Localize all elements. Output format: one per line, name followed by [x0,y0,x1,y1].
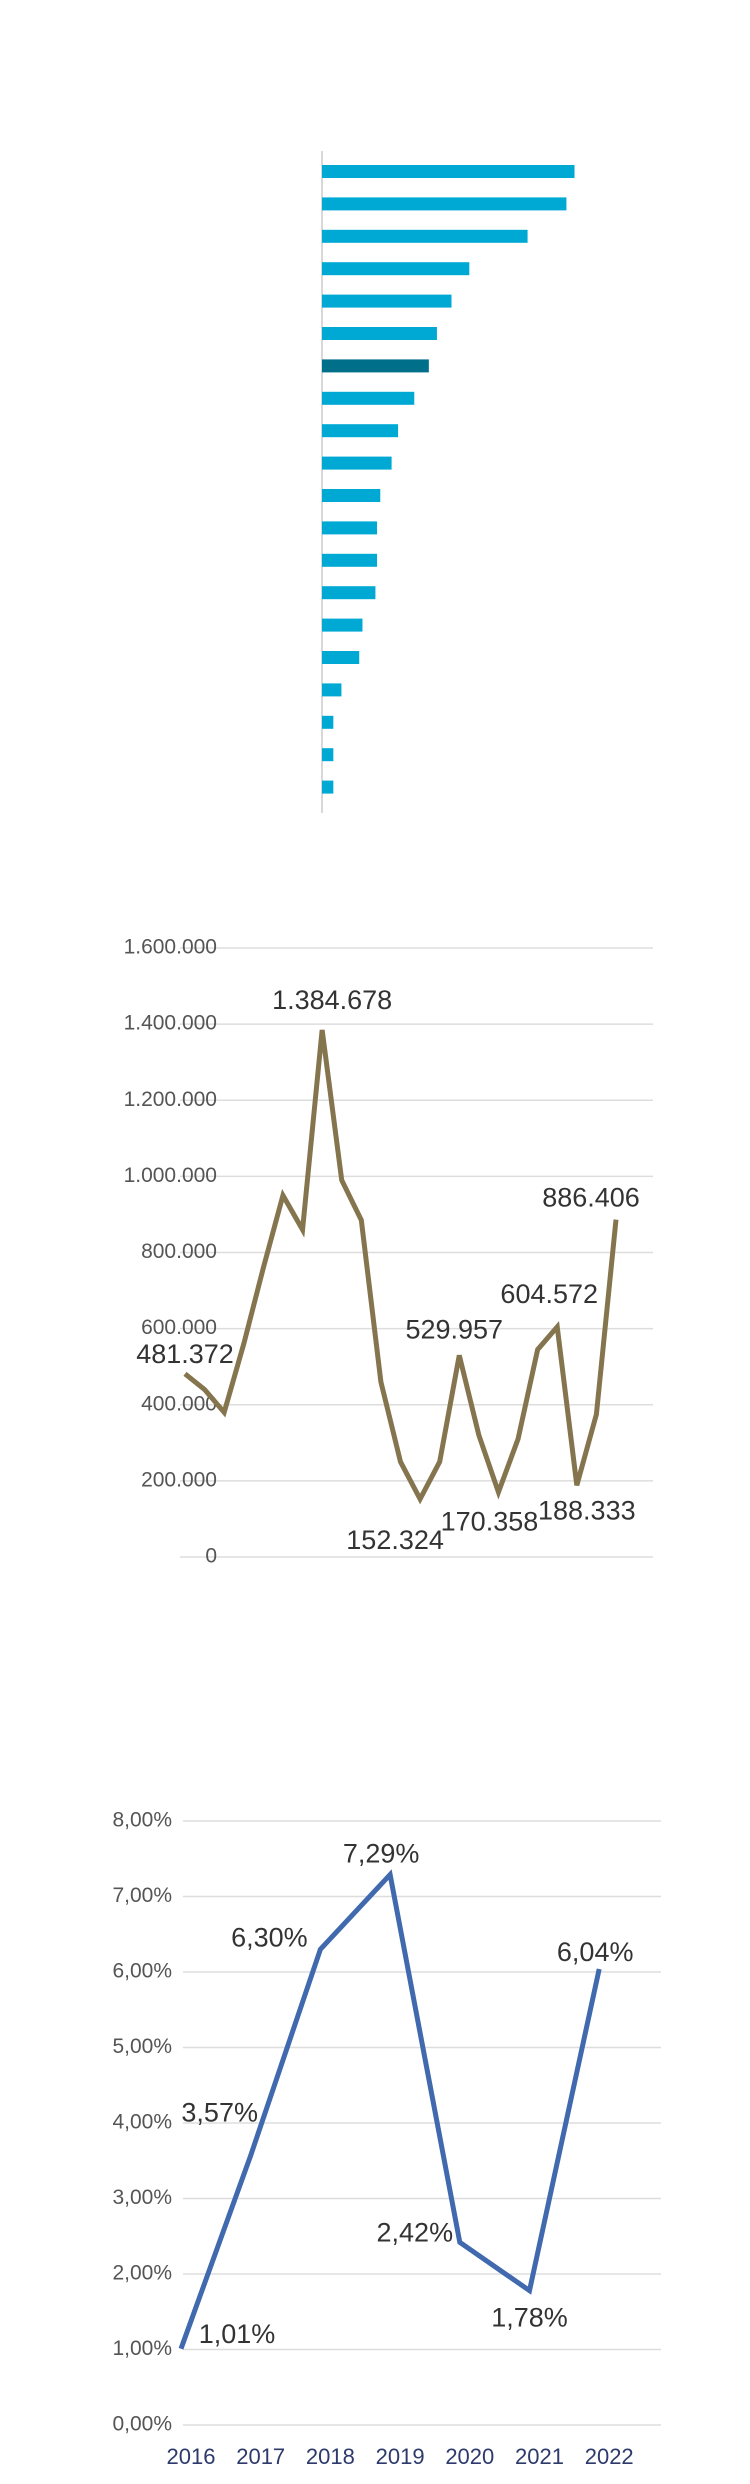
value-label: 3,57% [181,2098,258,2128]
y-tick-label: 600.000 [141,1316,217,1339]
value-label: 152.324 [346,1525,444,1555]
bar [322,780,334,794]
x-tick-label: 2018 [306,2444,355,2469]
value-label: 1.384.678 [272,985,392,1015]
bar [322,651,360,664]
y-tick-label: 4,00% [112,2111,172,2134]
value-label: 7,29% [343,1839,420,1869]
value-label: 170.358 [441,1506,539,1536]
value-label: 188.333 [538,1495,636,1525]
bar [322,456,392,470]
x-tick-label: 2016 [167,2444,216,2469]
x-tick-label: 2022 [585,2444,634,2469]
value-label: 6,30% [231,1922,308,1952]
bar [322,521,378,535]
bar [322,391,415,405]
bar [322,294,452,308]
bar [322,489,381,502]
y-tick-label: 1.000.000 [124,1164,217,1187]
value-label: 604.572 [500,1279,598,1309]
y-tick-label: 1.400.000 [124,1012,217,1035]
y-tick-label: 1.200.000 [124,1088,217,1111]
x-tick-label: 2019 [376,2444,425,2469]
bar [322,586,376,600]
y-tick-label: 1.600.000 [124,936,217,959]
x-tick-label: 2020 [445,2444,494,2469]
x-tick-label: 2021 [515,2444,564,2469]
y-tick-label: 400.000 [141,1392,217,1415]
value-label: 1,01% [199,2319,276,2349]
line [183,1029,619,1505]
x-tick-label: 2017 [236,2444,285,2469]
y-tick-label: 2,00% [112,2262,172,2285]
bar [322,748,334,762]
line [178,1869,602,2350]
bar [322,715,334,729]
value-label: 6,04% [557,1937,634,1967]
value-label: 529.957 [405,1314,503,1344]
bar [322,618,363,632]
bar [322,424,399,438]
bar [322,197,567,211]
y-tick-label: 8,00% [112,1809,172,1832]
bar [322,683,342,697]
bar [322,327,437,340]
bar [322,229,528,243]
y-tick-label: 0,00% [112,2413,172,2436]
value-label: 481.372 [136,1339,234,1369]
y-tick-label: 200.000 [141,1468,217,1491]
y-tick-label: 5,00% [112,2035,172,2058]
y-tick-label: 6,00% [112,1960,172,1983]
value-label: 886.406 [542,1183,640,1213]
bar [322,553,378,567]
y-tick-label: 800.000 [141,1240,217,1263]
bar [322,359,429,373]
y-tick-label: 1,00% [112,2337,172,2360]
value-label: 1,78% [491,2303,568,2333]
bar [322,165,575,178]
bar [322,262,470,276]
y-tick-label: 3,00% [112,2186,172,2209]
y-tick-label: 7,00% [112,1884,172,1907]
value-label: 2,42% [377,2217,454,2247]
y-tick-label: 0 [205,1545,217,1568]
